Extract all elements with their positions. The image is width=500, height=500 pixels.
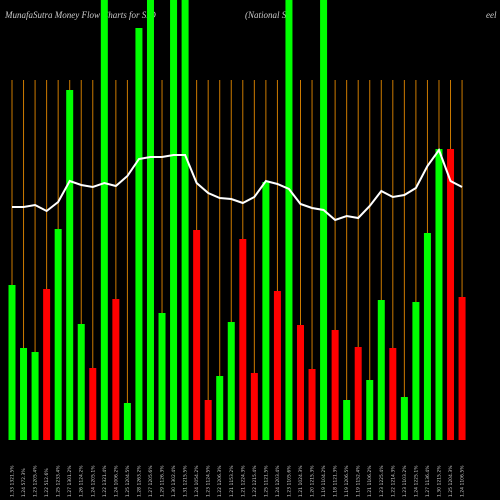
x-tick-label: 1.21 1024.3% (298, 465, 304, 497)
bar (216, 376, 224, 440)
x-tick-label: 1.31 1215.5% (183, 465, 189, 497)
bar (31, 352, 39, 440)
bar (354, 347, 362, 440)
x-tick-label: 1.21 1224.3% (240, 465, 246, 497)
x-tick-label: 1.20 1215.3% (310, 465, 316, 497)
x-tick-label: 1.23 1225.4% (379, 465, 385, 497)
chart-subtitle: (National S (245, 10, 287, 20)
x-tick-label: 1.19 1152.4% (356, 465, 362, 497)
x-tick-label: 1.21 1153.2% (229, 465, 235, 497)
x-tick-label: 1.25 1204.3% (448, 465, 454, 497)
bar (89, 368, 97, 440)
bar (181, 0, 189, 440)
bar (447, 149, 455, 440)
x-tick-label: 1.25 1204.5% (125, 465, 131, 497)
bar (343, 400, 351, 440)
bar (320, 0, 328, 440)
x-tick-label: 1.23 1205.4% (33, 465, 39, 497)
bar (158, 313, 166, 440)
bar (285, 0, 293, 440)
x-tick-label: 1.27 1205.6% (148, 465, 154, 497)
bar (227, 322, 235, 440)
bar (146, 0, 154, 440)
x-tick-label: 1.19 1104.2% (321, 465, 327, 497)
bar (389, 348, 397, 440)
x-tick-label: 1.24 572.3% (21, 468, 27, 497)
bar (435, 149, 443, 440)
x-tick-label: 1.24 1006.2% (113, 465, 119, 497)
bar (308, 369, 316, 440)
bar (43, 289, 51, 440)
price-line (12, 147, 463, 222)
x-tick-label: 1.28 1263.2% (136, 465, 142, 497)
bar (204, 400, 212, 440)
bar (170, 0, 178, 440)
bar (412, 302, 420, 440)
chart-title: MunafaSutra Money Flow Charts for SID (4, 10, 156, 20)
chart-subtitle-tail: eel (486, 10, 497, 20)
x-tick-label: 1.22 512.6% (44, 468, 50, 497)
x-tick-label: 1.27 1301.2% (67, 465, 73, 497)
x-tick-label: 1.23 1124.5% (206, 465, 212, 497)
x-tick-label: 1.21 1106.2% (367, 465, 373, 497)
bar (135, 28, 143, 440)
x-tick-label: 1.30 1215.2% (436, 465, 442, 497)
x-tick-label: 1.22 1214.3% (390, 465, 396, 497)
bar (54, 229, 62, 440)
x-tick-label: 1.24 1203.4% (275, 465, 281, 497)
bar (262, 182, 270, 440)
bar (20, 348, 28, 440)
x-tick-label: 1.24 1054.2% (194, 465, 200, 497)
bar (273, 291, 281, 440)
bar (400, 397, 408, 440)
x-tick-label: 1.24 1225.1% (413, 465, 419, 497)
bar (423, 233, 431, 440)
x-tick-label: 1.22 1206.3% (217, 465, 223, 497)
bar (77, 324, 85, 440)
x-tick-label: 1.29 1126.3% (160, 465, 166, 497)
x-tick-label: 1.19 1206.5% (344, 465, 350, 497)
x-tick-label: 1.25 1233.4% (56, 465, 62, 497)
bar (66, 90, 74, 440)
x-tick-label: 1.24 1205.1% (90, 465, 96, 497)
x-tick-label: 1.26 1124.2% (79, 465, 85, 497)
x-tick-label: 1.23 1105.6% (286, 465, 292, 497)
bar (377, 300, 385, 440)
bar (366, 380, 374, 440)
x-tick-label: 1.18 1121.3% (333, 465, 339, 497)
bar (458, 297, 466, 440)
x-tick-label: 1.22 1321.4% (102, 465, 108, 497)
x-tick-label: 1.25 1121.5% (263, 465, 269, 497)
x-tick-label: 1.23 1103.2% (402, 465, 408, 497)
bar (297, 325, 304, 440)
x-tick-label: 1.33 1321.5% (10, 465, 16, 497)
bar (331, 330, 339, 440)
bar (100, 0, 108, 440)
bar (8, 285, 16, 440)
x-tick-label: 1.27 1136.4% (425, 465, 431, 497)
bar (123, 403, 131, 440)
bar (239, 239, 247, 440)
x-tick-label: 1.22 1215.4% (252, 465, 258, 497)
x-tick-label: 1.24 1106.5% (460, 465, 466, 497)
bar (193, 230, 201, 440)
x-tick-label: 1.30 1302.4% (171, 465, 177, 497)
bar (250, 373, 258, 440)
bar (112, 299, 120, 440)
